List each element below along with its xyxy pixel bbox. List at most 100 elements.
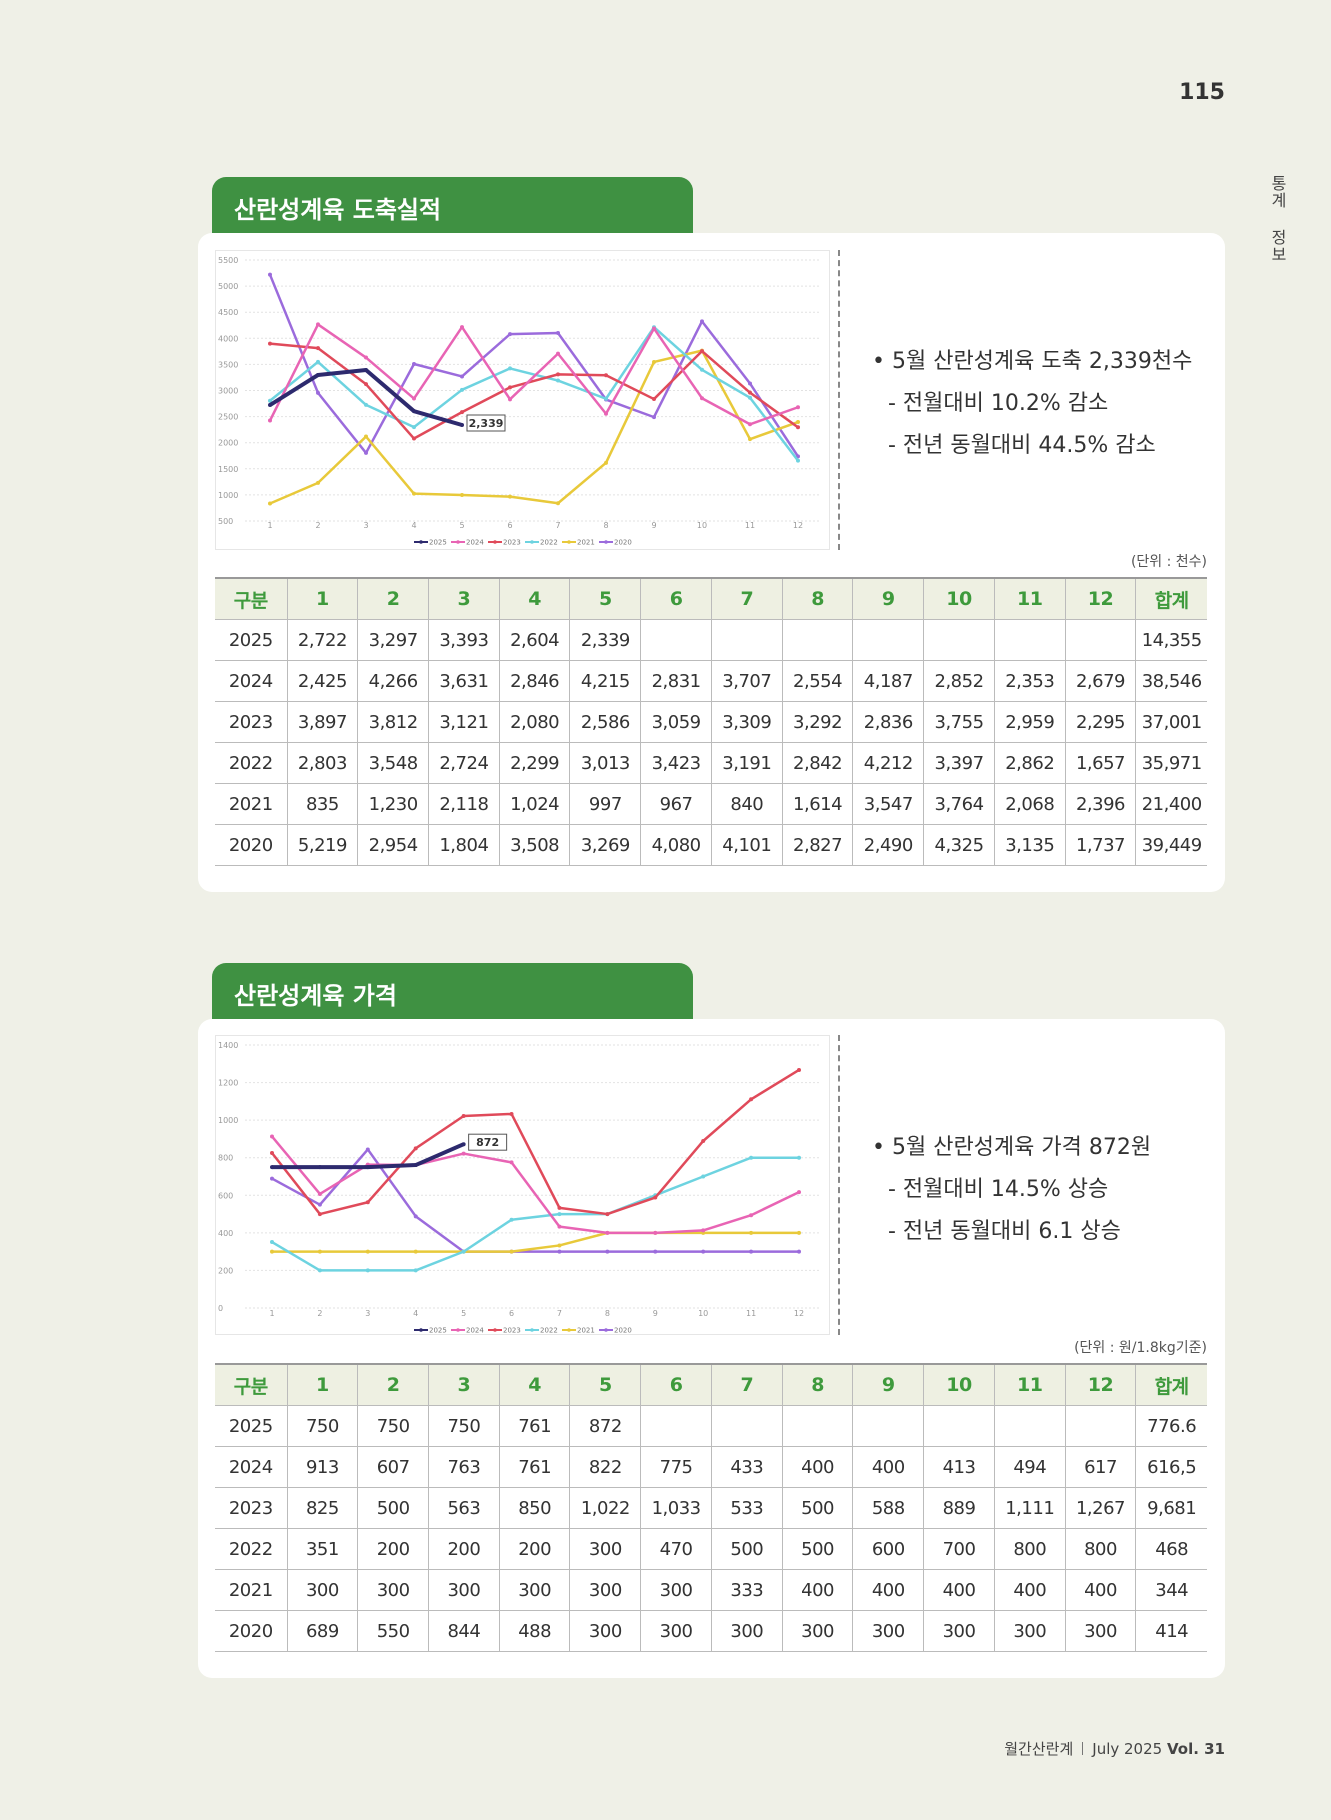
table-cell: 2,299 — [498, 742, 571, 784]
legend-dot — [493, 1328, 497, 1332]
point — [748, 437, 752, 442]
point — [508, 332, 512, 337]
unit-label: (단위 : 원/1.8kg기준) — [1074, 1340, 1207, 1356]
x-tick-label: 12 — [794, 1309, 804, 1318]
point — [460, 410, 464, 415]
point — [796, 405, 800, 410]
header-cell: 5 — [569, 1363, 642, 1406]
table-cell: 3,121 — [428, 701, 500, 743]
table-cell: 1,230 — [357, 783, 430, 825]
table-cell: 433 — [710, 1446, 783, 1488]
point — [652, 415, 656, 420]
series-line — [271, 1135, 800, 1235]
table-cell: 3,269 — [569, 824, 642, 866]
table-cell: 2,490 — [852, 824, 925, 866]
table-cell: 3,292 — [781, 701, 854, 743]
legend-dot — [419, 1328, 423, 1332]
point — [604, 396, 608, 401]
point — [700, 349, 704, 354]
point — [317, 1249, 322, 1254]
header-cell: 10 — [923, 1363, 995, 1406]
divider — [838, 250, 840, 550]
divider — [838, 1035, 840, 1335]
table-cell — [993, 1405, 1066, 1447]
table-cell: 3,059 — [640, 701, 712, 743]
series-line — [272, 1231, 799, 1253]
table-cell: 300 — [852, 1610, 925, 1652]
point — [749, 1249, 754, 1254]
point — [413, 1214, 418, 1219]
table-cell: 494 — [993, 1446, 1066, 1488]
table-cell: 300 — [923, 1610, 995, 1652]
header-cell: 8 — [781, 1363, 854, 1406]
point — [268, 341, 272, 346]
table-cell: 200 — [357, 1528, 430, 1570]
table-cell: 2,852 — [923, 660, 995, 702]
table-row: 2021 300 300 300 300 300 300 333 400 400 400 400 400… — [215, 1569, 1207, 1611]
point — [797, 1067, 801, 1072]
table-cell: 413 — [923, 1446, 995, 1488]
header-cell: 2 — [357, 1363, 430, 1406]
point — [364, 450, 368, 455]
table-cell: 3,547 — [852, 783, 925, 825]
table-cell: 2,604 — [498, 619, 571, 661]
table-cell: 3,755 — [923, 701, 995, 743]
table-cell: 2021 — [215, 783, 288, 825]
table-cell: 822 — [569, 1446, 642, 1488]
table-cell: 300 — [569, 1528, 642, 1570]
table-cell — [923, 619, 995, 661]
point — [748, 390, 752, 395]
y-tick-label: 400 — [218, 1229, 233, 1238]
point — [509, 1217, 514, 1222]
table-cell: 39,449 — [1135, 824, 1207, 866]
point — [797, 1155, 801, 1160]
point — [412, 491, 416, 496]
x-tick-label: 9 — [653, 1309, 658, 1318]
table-cell — [710, 619, 783, 661]
table-cell: 2,586 — [569, 701, 642, 743]
point — [413, 1249, 418, 1254]
table-cell: 776.6 — [1135, 1405, 1207, 1447]
table-cell — [852, 619, 925, 661]
table-cell: 2,080 — [498, 701, 571, 743]
header-cell: 합계 — [1135, 1363, 1207, 1406]
legend-dot — [567, 1328, 571, 1332]
table-cell: 4,325 — [923, 824, 995, 866]
point — [316, 390, 320, 395]
header-cell: 6 — [640, 1363, 712, 1406]
point — [508, 494, 512, 499]
series-line — [268, 323, 799, 426]
legend-label: 2025 — [429, 1327, 447, 1335]
point — [557, 1249, 562, 1254]
header-cell: 구분 — [215, 1363, 288, 1406]
table-cell: 997 — [569, 783, 642, 825]
point — [700, 367, 704, 372]
point — [268, 398, 272, 403]
table-cell — [781, 1405, 854, 1447]
point — [316, 322, 320, 327]
series-line — [271, 1148, 799, 1253]
point — [749, 1097, 754, 1102]
volume: Vol. 31 — [1166, 1740, 1225, 1758]
table-cell: 1,267 — [1064, 1487, 1137, 1529]
table-cell: 1,804 — [428, 824, 500, 866]
table-cell: 2,803 — [286, 742, 359, 784]
point — [412, 436, 416, 441]
point — [364, 355, 368, 360]
legend-label: 2021 — [577, 539, 595, 547]
table-cell: 2021 — [215, 1569, 288, 1611]
point — [557, 1224, 562, 1229]
point — [270, 1240, 274, 1245]
table-cell: 3,764 — [923, 783, 995, 825]
table-row: 2023 3,897 3,812 3,121 2,080 2,586 3,059 3,309 3… — [215, 701, 1207, 743]
table-cell: 200 — [498, 1528, 571, 1570]
table-cell: 300 — [1064, 1610, 1137, 1652]
x-tick-label: 12 — [793, 521, 803, 530]
table-cell: 300 — [640, 1610, 712, 1652]
point — [652, 326, 656, 331]
point — [460, 374, 464, 379]
table-cell — [710, 1405, 783, 1447]
table-cell: 2024 — [215, 1446, 288, 1488]
data-table: 구분 1 2 3 4 5 6 7 8 9 10 11 12 합계 2025 2,722 3,297 3,393 2,… — [215, 577, 1207, 866]
table-cell: 600 — [852, 1528, 925, 1570]
